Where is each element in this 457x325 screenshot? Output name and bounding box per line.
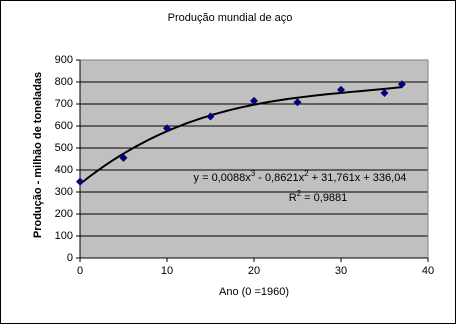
equation-text: R [289, 192, 297, 204]
data-point [119, 153, 128, 162]
chart-title: Produção mundial de aço [168, 12, 293, 24]
y-tick-label: 800 [55, 76, 73, 88]
x-tick-label: 40 [422, 265, 434, 277]
y-tick-label: 700 [55, 98, 73, 110]
data-point [380, 89, 389, 97]
data-point [337, 85, 345, 94]
x-tick-label: 0 [77, 265, 83, 277]
x-tick-label: 30 [335, 265, 347, 277]
superscript: 2 [304, 169, 309, 178]
x-axis-label: Ano (0 =1960) [219, 286, 289, 298]
y-tick-label: 400 [55, 164, 73, 176]
equation-text: - 0,8621x [255, 172, 304, 184]
equation-text: + 31,761x + 336,04 [309, 172, 407, 184]
y-tick-label: 0 [67, 252, 73, 264]
y-tick-label: 900 [55, 54, 73, 66]
trendline-label: y = 0,0088x3 - 0,8621x2 + 31,761x + 336,… [194, 169, 407, 184]
data-point [250, 96, 258, 105]
y-tick-label: 100 [55, 230, 73, 242]
plot-area [80, 60, 428, 258]
trendline [79, 86, 403, 185]
trendline-label: R2 = 0,9881 [289, 189, 348, 204]
equation-text: = 0,9881 [301, 192, 347, 204]
y-tick-label: 600 [55, 120, 73, 132]
superscript: 2 [297, 189, 302, 198]
equation-text: y = 0,0088x [194, 172, 252, 184]
superscript: 3 [251, 169, 256, 178]
data-point [206, 112, 215, 121]
data-point [397, 80, 406, 89]
data-point [76, 177, 84, 186]
x-tick-label: 10 [161, 265, 173, 277]
y-tick-label: 200 [55, 208, 73, 220]
y-tick-label: 500 [55, 142, 73, 154]
data-point [293, 98, 302, 107]
y-axis-label: Produção - milhão de toneladas [32, 72, 44, 238]
data-point [163, 124, 171, 133]
x-tick-label: 20 [248, 265, 260, 277]
y-tick-label: 300 [55, 186, 73, 198]
